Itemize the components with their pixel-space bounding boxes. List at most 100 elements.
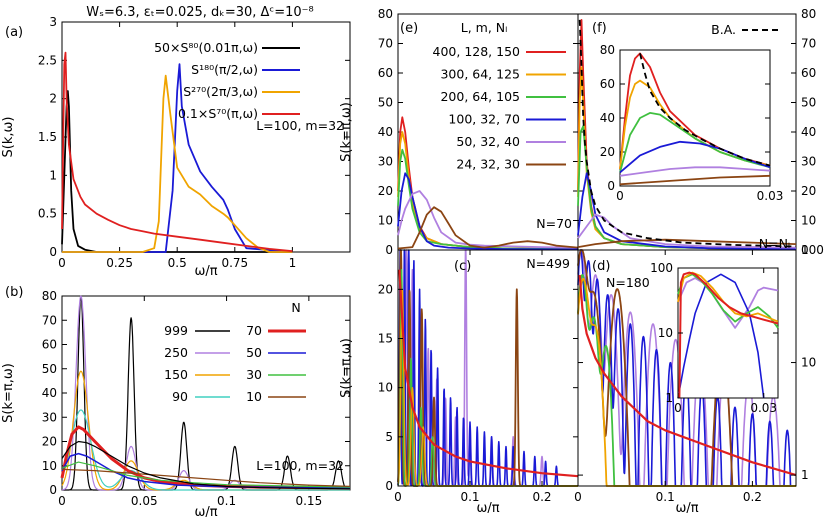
panel-d-ytick-label: 100 <box>801 243 824 257</box>
panel-b-line-90 <box>61 409 351 491</box>
panel-f-inset-line-24 <box>619 174 771 186</box>
panel-c-xtick-label: 0.1 <box>460 490 479 504</box>
panel-b-legend-label: 999 <box>164 323 188 338</box>
panel-e-legend-label: 100, 32, 70 <box>448 112 520 127</box>
panel-d-ytick-label: 1 <box>801 468 809 482</box>
panel-e-ytick-label: 60 <box>378 66 393 80</box>
panel-b-legend-label: 30 <box>246 367 262 382</box>
panel-d-inset-xtick-label: 0.03 <box>750 401 777 415</box>
panel-e-series <box>397 116 579 251</box>
panel-a-ytick-label: 0 <box>49 245 57 259</box>
panel-f-line-100 <box>577 172 797 250</box>
panel-a-line-50-s-0-01- <box>61 90 293 253</box>
panel-b-ytick-label: 20 <box>42 435 57 449</box>
panel-f-ytick-label: 70 <box>801 37 816 51</box>
panel-d-label: (d) <box>592 259 610 274</box>
panel-a-ytick-label: 2.5 <box>38 53 57 67</box>
panel-e-ytick-label: 80 <box>378 7 393 21</box>
panel-e-ytick-label: 0 <box>385 243 393 257</box>
panel-b-ytick-label: 80 <box>42 289 57 303</box>
figure-title: Wₛ=6.3, εₜ=0.025, dₖ=30, Δᶜ=10⁻⁸ <box>86 5 313 20</box>
panel-b-line-10 <box>61 468 351 487</box>
panel-c-ylabel: S(k=π,ω) <box>339 338 354 398</box>
panel-c-ytick-label: 20 <box>378 282 393 296</box>
panel-e-ylabel: S(k=π,ω) <box>339 102 354 162</box>
panel-b-ytick-label: 60 <box>42 338 57 352</box>
panel-e-legend-label: 400, 128, 150 <box>433 44 521 59</box>
panel-f-inset-ytick-label: 80 <box>600 43 615 57</box>
panel-b-ticks: 0 0.05 0.1 0.15 0 10 20 30 40 50 60 70 80 <box>42 289 350 508</box>
panel-f-inset-ytick-label: 60 <box>600 77 615 91</box>
panel-e-legend-label: 200, 64, 105 <box>440 89 520 104</box>
panel-a-legend-label: S¹⁸⁰(π/2,ω) <box>191 62 258 77</box>
panel-c-annotation: N=499 <box>526 256 570 271</box>
panel-d-inset-line-100 <box>677 273 765 399</box>
panel-f-ytick-label: 10 <box>801 214 816 228</box>
panel-a-annotation: L=100, m=32 <box>256 118 344 133</box>
panel-a-line-0-1-s- <box>61 51 293 253</box>
panel-f-ticks: 0 10 20 30 40 50 60 70 80 <box>578 7 816 257</box>
panel-a-ytick-label: 0.5 <box>38 207 57 221</box>
panel-f-inset-ytick-label: 20 <box>600 145 615 159</box>
panel-a-ytick-label: 3 <box>49 15 57 29</box>
panel-b-legend-title: N <box>291 300 300 315</box>
panel-d-inset-ytick-label: 100 <box>650 261 673 275</box>
panel-b-legend-label: 90 <box>172 389 188 404</box>
panel-b-series <box>60 295 351 491</box>
panel-f-inset-xtick-label: 0 <box>616 189 624 203</box>
panel-c-ytick-label: 15 <box>378 332 393 346</box>
panel-a-legend-label: 50×S⁸⁰(0.01π,ω) <box>154 40 258 55</box>
panel-f-annotation: N=Nₗ <box>759 236 790 251</box>
panel-b-xtick-label: 0.15 <box>295 494 322 508</box>
panel-e-ytick-label: 20 <box>378 184 393 198</box>
panel-a-ytick-label: 1 <box>49 168 57 182</box>
panel-f-series <box>577 19 797 250</box>
panel-f-inset-line-50 <box>619 166 771 177</box>
panel-a-ytick-label: 2 <box>49 92 57 106</box>
panel-f-ytick-label: 50 <box>801 96 816 110</box>
panel-f-ytick-label: 60 <box>801 66 816 80</box>
panel-d-inset-xtick-label: 0 <box>674 401 682 415</box>
panel-d-line-400 <box>578 274 797 477</box>
panel-b-ytick-label: 40 <box>42 386 57 400</box>
panel-e-ytick-label: 50 <box>378 96 393 110</box>
panel-a-legend-label: 0.1×S⁷⁰(π,ω) <box>178 106 258 121</box>
panel-c-ytick-label: 10 <box>378 381 393 395</box>
panel-a-xtick-label: 0 <box>58 256 66 270</box>
panel-b-ytick-label: 0 <box>49 483 57 497</box>
panel-d-inset-line-200 <box>677 273 779 329</box>
panel-c-line-400 <box>398 269 579 478</box>
panel-c-label: (c) <box>454 259 471 274</box>
panel-a-label: (a) <box>5 25 23 40</box>
panel-b-xlabel: ω/π <box>194 505 217 519</box>
panel-b-ylabel: S(k=π,ω) <box>1 363 16 423</box>
panel-e-ytick-label: 30 <box>378 155 393 169</box>
panel-a-ytick-label: 1.5 <box>38 130 57 144</box>
panel-d-inset-line-50 <box>677 277 779 329</box>
panel-a-line-s-2-3- <box>62 74 293 253</box>
panel-f-inset-frame <box>619 49 771 187</box>
panel-b-xtick-label: 0.05 <box>131 494 158 508</box>
panel-f-inset-ytick-label: 0 <box>607 179 615 193</box>
panel-a-xtick-label: 0.25 <box>106 256 133 270</box>
panel-e-label: (e) <box>400 21 418 36</box>
panel-e-annotation: N=70 <box>536 216 572 231</box>
panel-b-legend-label: 150 <box>164 367 188 382</box>
panel-b-ytick-label: 10 <box>42 459 57 473</box>
panel-f-ytick-label: 40 <box>801 125 816 139</box>
panel-b-ytick-label: 70 <box>42 313 57 327</box>
panel-f-inset-ytick-label: 40 <box>600 111 615 125</box>
panel-c-ticks: 0 0.1 0.2 0 5 10 15 20 <box>378 250 578 504</box>
panel-d-xtick-label: 0.2 <box>743 490 762 504</box>
panel-a-xtick-label: 1 <box>289 256 297 270</box>
panel-c-xtick-label: 0.2 <box>532 490 551 504</box>
panel-e-ytick-label: 10 <box>378 214 393 228</box>
panel-b-legend-label: 70 <box>246 323 262 338</box>
panel-f-ytick-label: 0 <box>801 243 809 257</box>
panel-c-xlabel: ω/π <box>476 501 499 516</box>
panel-b-line-30 <box>61 461 351 488</box>
panel-e-ytick-label: 40 <box>378 125 393 139</box>
panel-f-ytick-label: 30 <box>801 155 816 169</box>
panel-d-annotation: N=180 <box>606 275 650 290</box>
